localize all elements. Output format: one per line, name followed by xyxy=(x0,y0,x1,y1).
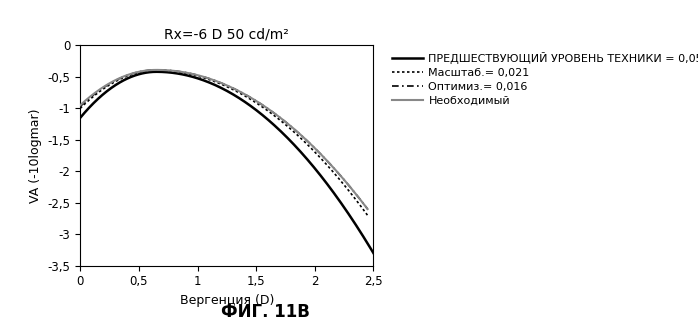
Title: Rx=-6 D 50 cd/m²: Rx=-6 D 50 cd/m² xyxy=(165,28,289,41)
Y-axis label: VA (-10logmar): VA (-10logmar) xyxy=(29,108,42,203)
Text: ФИГ. 11В: ФИГ. 11В xyxy=(221,303,310,321)
X-axis label: Вергенция (D): Вергенция (D) xyxy=(179,294,274,307)
Legend: ПРЕДШЕСТВУЮЩИЙ УРОВЕНЬ ТЕХНИКИ = 0,055, Масштаб.= 0,021, Оптимиз.= 0,016, Необхо: ПРЕДШЕСТВУЮЩИЙ УРОВЕНЬ ТЕХНИКИ = 0,055, … xyxy=(391,51,698,107)
